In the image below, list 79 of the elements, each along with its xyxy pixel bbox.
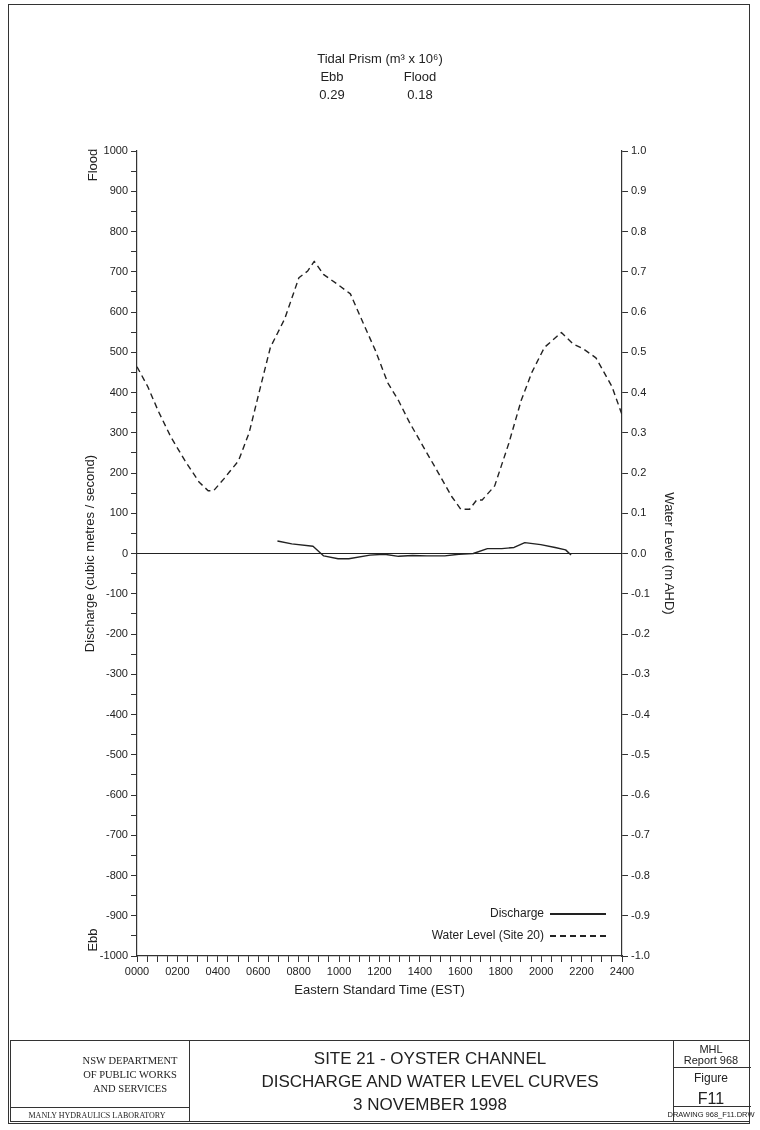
x-tick-label: 0200 [165, 964, 190, 977]
x-tick-label: 2200 [569, 964, 594, 977]
text: OF PUBLIC WORKS [83, 1068, 177, 1081]
text: F11 [697, 1090, 725, 1107]
y-tick-label: 100 [109, 506, 128, 519]
y2-tick-label: -1.0 [631, 949, 650, 962]
y-tick-label: 500 [109, 345, 128, 358]
y-tick-label: 300 [109, 425, 128, 438]
x-tick-label: 0400 [205, 964, 231, 977]
y-tick-label: 900 [109, 184, 128, 197]
x-tick-label: 2000 [528, 964, 554, 977]
legend-label: Water Level (Site 20) [431, 928, 544, 943]
y-tick-label: -500 [105, 747, 128, 760]
y2-tick-label: 0.7 [631, 264, 647, 277]
text: Flood [403, 68, 437, 84]
legend-label: Discharge [489, 906, 545, 921]
text: MHL [699, 1042, 723, 1055]
y2-tick-label: -0.4 [631, 707, 650, 720]
text: Figure [693, 1071, 729, 1085]
y-tick-label: 1000 [103, 144, 128, 157]
y-axis-title: Discharge (cubic metres / second) [82, 454, 98, 653]
x-axis-title: Eastern Standard Time (EST) [294, 981, 465, 997]
text: 3 NOVEMBER 1998 [352, 1094, 508, 1114]
y-tick-label: 0 [121, 546, 128, 559]
y-tick-label: -200 [105, 627, 128, 640]
y2-tick-label: -0.8 [631, 868, 650, 881]
x-tick-label: 1800 [488, 964, 513, 977]
y2-tick-label: -0.5 [631, 747, 650, 760]
text: Tidal Prism (m³ x 10⁶) [317, 50, 443, 66]
x-tick-label: 1400 [407, 964, 433, 977]
text: 0.29 [319, 86, 345, 102]
y2-axis-title: Water Level (m AHD) [661, 492, 677, 615]
x-tick-label: 1200 [367, 964, 392, 977]
text: Flood [84, 148, 100, 182]
y2-tick-label: 0.6 [631, 305, 647, 318]
y2-tick-label: -0.1 [631, 586, 650, 599]
x-tick-label: 0800 [286, 964, 311, 977]
y2-tick-label: 0.9 [631, 184, 647, 197]
y-tick-label: 200 [109, 466, 128, 479]
text: NSW DEPARTMENT [82, 1054, 178, 1067]
y2-tick-label: -0.9 [631, 908, 650, 921]
y-tick-label: 400 [109, 385, 128, 398]
y2-tick-label: 1.0 [631, 144, 647, 157]
text: AND SERVICES [92, 1082, 168, 1095]
y2-tick-label: 0.0 [631, 546, 647, 559]
y2-tick-label: 0.1 [631, 506, 647, 519]
y-tick-label: -800 [105, 868, 128, 881]
x-tick-label: 0600 [246, 964, 271, 977]
y-tick-label: -700 [105, 828, 128, 841]
x-tick-label: 0000 [124, 964, 150, 977]
y-tick-label: -900 [105, 908, 128, 921]
x-tick-label: 1000 [326, 964, 352, 977]
y2-tick-label: 0.5 [631, 345, 647, 358]
y2-tick-label: -0.3 [631, 667, 650, 680]
text: 0.18 [407, 86, 433, 102]
text: Report 968 [683, 1053, 739, 1066]
x-tick-label: 2400 [609, 964, 635, 977]
y-tick-label: -300 [105, 667, 128, 680]
y2-tick-label: 0.3 [631, 425, 647, 438]
x-tick-label: 1600 [448, 964, 473, 977]
text: MANLY HYDRAULICS LABORATORY [28, 1111, 166, 1120]
y2-tick-label: -0.7 [631, 828, 650, 841]
y-tick-label: -100 [105, 586, 128, 599]
y-tick-label: -1000 [99, 949, 128, 962]
text: SITE 21 - OYSTER CHANNEL [313, 1048, 547, 1068]
y-tick-label: -600 [105, 788, 128, 801]
y-tick-label: 800 [109, 224, 128, 237]
text: Ebb [84, 928, 100, 952]
y-tick-label: -400 [105, 707, 128, 720]
y-tick-label: 700 [109, 264, 128, 277]
y2-tick-label: -0.6 [631, 788, 650, 801]
y-tick-label: 600 [109, 305, 128, 318]
line-series [137, 260, 622, 510]
y2-tick-label: 0.4 [631, 385, 647, 398]
y2-tick-label: 0.2 [631, 466, 647, 479]
text: DISCHARGE AND WATER LEVEL CURVES [261, 1071, 599, 1091]
text: Ebb [320, 68, 344, 84]
y2-tick-label: -0.2 [631, 627, 650, 640]
y2-tick-label: 0.8 [631, 224, 647, 237]
